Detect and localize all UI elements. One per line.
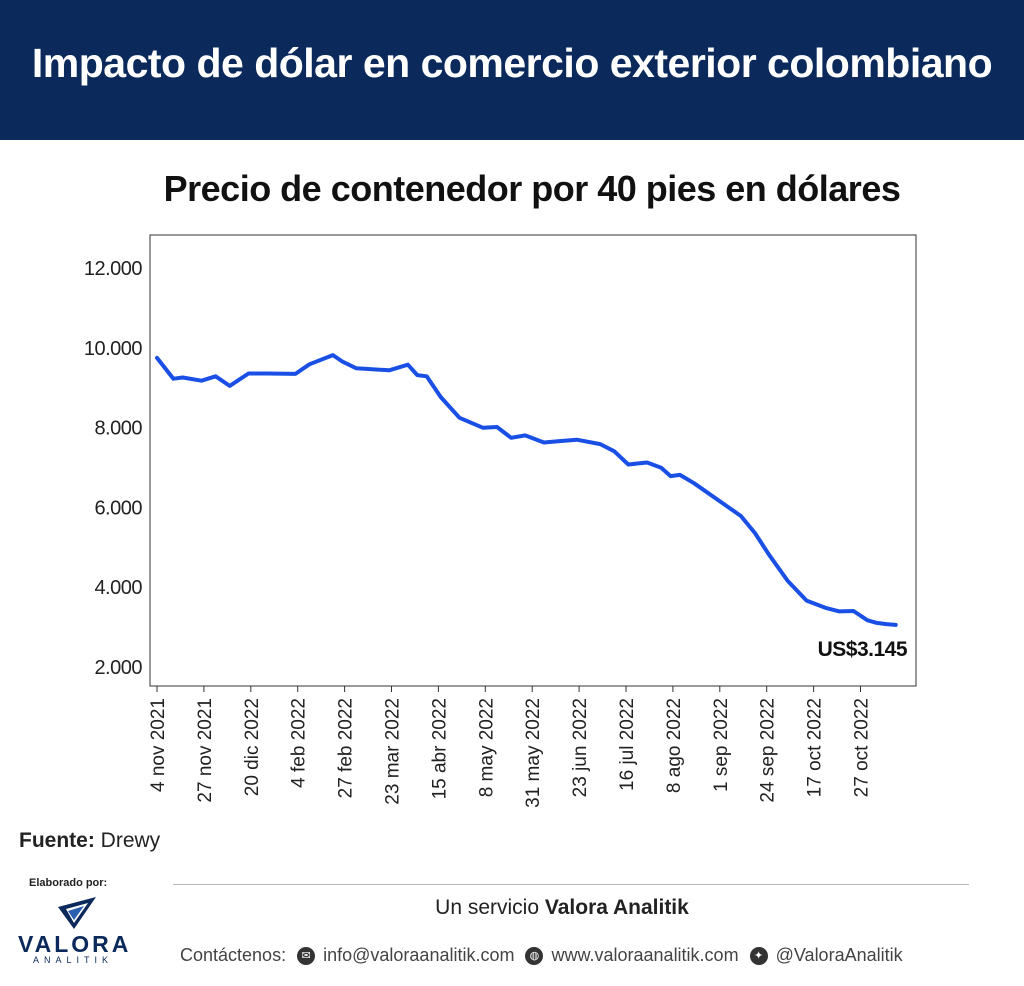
x-tick-label: 8 may 2022 — [476, 698, 497, 797]
x-tick-label: 17 oct 2022 — [805, 698, 826, 797]
y-tick-label: 10.000 — [84, 338, 143, 360]
x-tick-label: 16 jul 2022 — [617, 698, 638, 791]
contact-email[interactable]: info@valoraanalitik.com — [323, 945, 515, 965]
source-value: Drewy — [100, 829, 161, 852]
x-tick-label: 31 may 2022 — [523, 698, 544, 808]
envelope-icon: ✉ — [297, 947, 316, 966]
x-tick-label: 27 oct 2022 — [852, 698, 873, 797]
contact-label: Contáctenos: — [180, 945, 287, 965]
logo-sub: ANALITIK — [32, 955, 113, 965]
servicio-prefix: Un servicio — [435, 896, 540, 919]
plot-frame — [149, 234, 917, 687]
servicio-brand: Valora Analitik — [544, 896, 689, 919]
y-tick-label: 12.000 — [84, 258, 143, 280]
x-tick-label: 27 feb 2022 — [336, 698, 357, 798]
valora-logo: VALORA ANALITIK — [18, 895, 128, 965]
logo-mark-icon — [58, 897, 96, 929]
y-tick-label: 2.000 — [94, 657, 142, 679]
end-value-label: US$3.145 — [818, 638, 908, 661]
x-tick-label: 4 nov 2021 — [148, 698, 169, 792]
servicio-line: Un servicio Valora Analitik — [0, 896, 1024, 920]
y-tick-label: 8.000 — [94, 418, 142, 440]
y-tick-label: 4.000 — [94, 577, 142, 599]
x-tick-label: 8 ago 2022 — [664, 698, 685, 793]
x-tick-label: 23 jun 2022 — [570, 698, 591, 797]
x-tick-label: 15 abr 2022 — [429, 698, 450, 799]
x-tick-label: 24 sep 2022 — [758, 698, 779, 803]
x-tick-label: 23 mar 2022 — [383, 698, 404, 805]
globe-icon: ◍ — [525, 947, 544, 966]
x-tick-label: 1 sep 2022 — [711, 698, 732, 792]
contact-line: Contáctenos: ✉ info@valoraanalitik.com ◍… — [180, 945, 903, 966]
logo-word: VALORA — [18, 931, 132, 957]
x-tick-label: 20 dic 2022 — [242, 698, 263, 796]
header-title: Impacto de dólar en comercio exterior co… — [31, 40, 993, 86]
footer-divider — [173, 884, 969, 885]
twitter-icon: ✦ — [749, 947, 768, 966]
source: Fuente: Drewy — [19, 829, 160, 853]
contact-twitter[interactable]: @ValoraAnalitik — [775, 945, 903, 965]
y-tick-label: 6.000 — [94, 497, 142, 519]
x-tick-label: 4 feb 2022 — [289, 698, 310, 788]
x-tick-label: 27 nov 2021 — [195, 698, 216, 803]
series-line — [155, 353, 898, 627]
contact-web[interactable]: www.valoraanalitik.com — [551, 945, 739, 965]
source-label: Fuente: — [19, 829, 95, 852]
chart-title: Precio de contenedor por 40 pies en dóla… — [163, 168, 901, 209]
elaborado-label: Elaborado por: — [29, 877, 108, 889]
header-banner: Impacto de dólar en comercio exterior co… — [0, 0, 1024, 140]
